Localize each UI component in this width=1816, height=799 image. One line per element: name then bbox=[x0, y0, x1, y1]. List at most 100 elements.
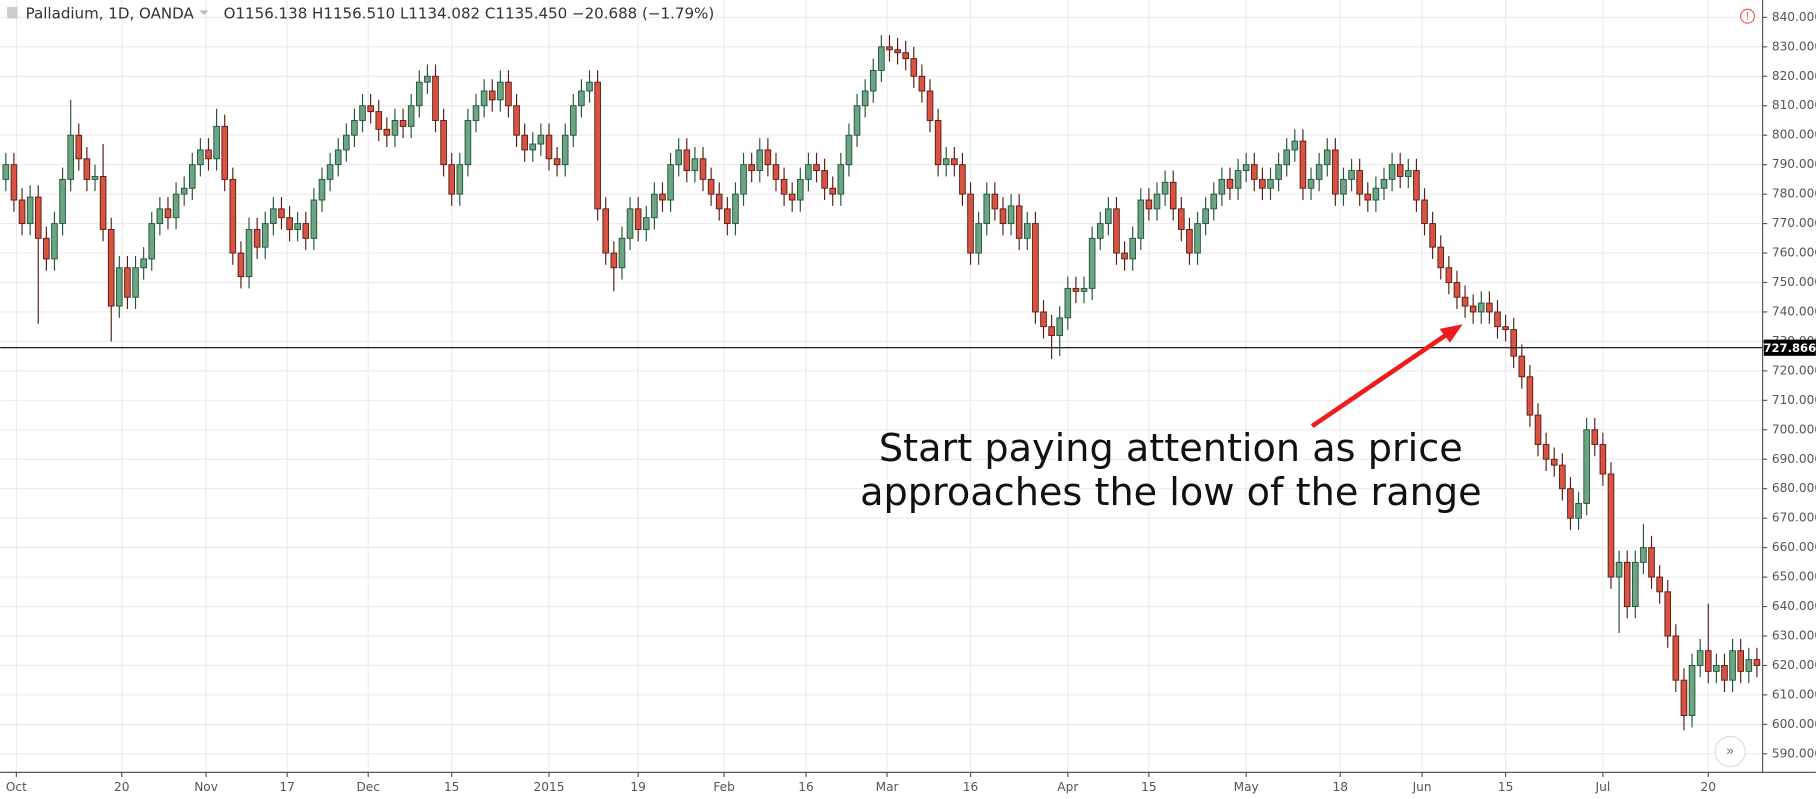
y-tick-label: 710.000 bbox=[1772, 393, 1816, 407]
candle-body bbox=[578, 90, 585, 107]
candle-body bbox=[261, 223, 269, 248]
candle-body bbox=[1332, 149, 1339, 195]
x-tick-label: 15 bbox=[444, 780, 459, 794]
candle-body bbox=[1161, 181, 1169, 195]
candle-body bbox=[918, 75, 926, 92]
alert-icon-mark: ! bbox=[1745, 11, 1749, 23]
candle-body bbox=[626, 208, 634, 239]
candle-body bbox=[1153, 193, 1161, 210]
price-label: 727.866 bbox=[1763, 341, 1816, 355]
candle-body bbox=[1526, 376, 1534, 416]
candle-body bbox=[1494, 311, 1501, 328]
y-tick-label: 600.000 bbox=[1772, 717, 1816, 731]
y-tick-label: 750.000 bbox=[1772, 275, 1816, 289]
y-tick-label: 720.000 bbox=[1772, 363, 1816, 377]
y-tick-label: 660.000 bbox=[1772, 540, 1816, 554]
candle-body bbox=[1615, 561, 1623, 578]
annotation-line: approaches the low of the range bbox=[860, 471, 1481, 515]
candle-body bbox=[1323, 149, 1331, 166]
x-tick-label: 20 bbox=[114, 780, 129, 794]
candle-body bbox=[683, 149, 691, 172]
candle-body bbox=[1088, 237, 1096, 289]
candle-body bbox=[164, 208, 172, 219]
candle-body bbox=[424, 75, 431, 83]
candle-body bbox=[1129, 237, 1136, 260]
y-tick-label: 670.000 bbox=[1772, 511, 1816, 525]
candle-body bbox=[343, 134, 350, 151]
candle-body bbox=[1713, 664, 1720, 672]
candle-body bbox=[75, 134, 83, 160]
candle-body bbox=[1696, 650, 1704, 666]
candle-body bbox=[1623, 561, 1631, 608]
y-tick-label: 810.000 bbox=[1772, 98, 1816, 112]
candle-body bbox=[302, 223, 310, 239]
candle-body bbox=[480, 90, 488, 107]
candle-body bbox=[205, 149, 212, 160]
candle-body bbox=[1056, 317, 1064, 336]
candle-body bbox=[667, 164, 674, 201]
y-tick-label: 610.000 bbox=[1772, 687, 1816, 701]
candle-body bbox=[1380, 178, 1388, 189]
dropdown-icon[interactable] bbox=[199, 10, 209, 16]
candle-body bbox=[1648, 547, 1655, 578]
x-tick-label: Jul bbox=[1595, 780, 1611, 794]
grid bbox=[0, 0, 1763, 773]
candle-body bbox=[505, 81, 512, 107]
scroll-button-icon: » bbox=[1726, 744, 1735, 760]
candle-body bbox=[1178, 208, 1185, 230]
candle-body bbox=[326, 164, 334, 180]
candle-body bbox=[1364, 193, 1372, 201]
y-tick-label: 800.000 bbox=[1772, 128, 1816, 142]
candle-body bbox=[651, 193, 658, 219]
alert-icon[interactable] bbox=[1740, 8, 1756, 24]
candle-body bbox=[659, 193, 666, 201]
candle-body bbox=[1113, 208, 1120, 254]
scroll-button[interactable] bbox=[1714, 735, 1746, 768]
candle-body bbox=[464, 120, 472, 166]
candle-body bbox=[359, 105, 366, 121]
candle-body bbox=[1040, 311, 1047, 328]
candle-body bbox=[983, 193, 991, 225]
y-tick-label: 690.000 bbox=[1772, 452, 1816, 466]
candle-body bbox=[691, 158, 699, 172]
x-tick-label: 20 bbox=[1701, 780, 1716, 794]
candle-body bbox=[1437, 246, 1445, 269]
candle-body bbox=[1121, 252, 1128, 260]
candle-body bbox=[1250, 164, 1258, 180]
candle-body bbox=[1145, 199, 1153, 210]
annotation-line: Start paying attention as price bbox=[879, 427, 1463, 471]
candle-body bbox=[1567, 488, 1574, 519]
y-tick-label: 630.000 bbox=[1772, 629, 1816, 643]
candle-body bbox=[1413, 170, 1420, 201]
candle-body bbox=[1315, 164, 1323, 180]
candle-body bbox=[1032, 223, 1039, 313]
x-tick-label: Mar bbox=[876, 780, 899, 794]
candle-body bbox=[991, 193, 999, 210]
candle-body bbox=[432, 75, 439, 121]
candle-body bbox=[829, 187, 837, 195]
candle-body bbox=[367, 105, 374, 113]
x-tick-label: Oct bbox=[6, 780, 27, 794]
candle-body bbox=[764, 149, 772, 166]
candle-body bbox=[140, 258, 147, 269]
candles bbox=[0, 35, 1763, 731]
candle-body bbox=[270, 208, 277, 225]
candle-body bbox=[886, 46, 893, 51]
candle-body bbox=[375, 111, 383, 130]
candle-body bbox=[1169, 181, 1177, 210]
candle-body bbox=[59, 178, 66, 225]
candle-body bbox=[1348, 170, 1355, 180]
candle-body bbox=[294, 223, 301, 230]
x-tick-label: 19 bbox=[630, 780, 645, 794]
candle-body bbox=[1672, 635, 1680, 681]
candle-body bbox=[91, 175, 99, 180]
candle-body bbox=[610, 252, 618, 269]
price-label-box bbox=[1763, 339, 1816, 356]
candle-body bbox=[1461, 296, 1469, 307]
y-tick-label: 820.000 bbox=[1772, 69, 1816, 83]
x-tick-label: Apr bbox=[1057, 780, 1078, 794]
candle-body bbox=[845, 134, 853, 166]
candle-body bbox=[1486, 302, 1493, 313]
